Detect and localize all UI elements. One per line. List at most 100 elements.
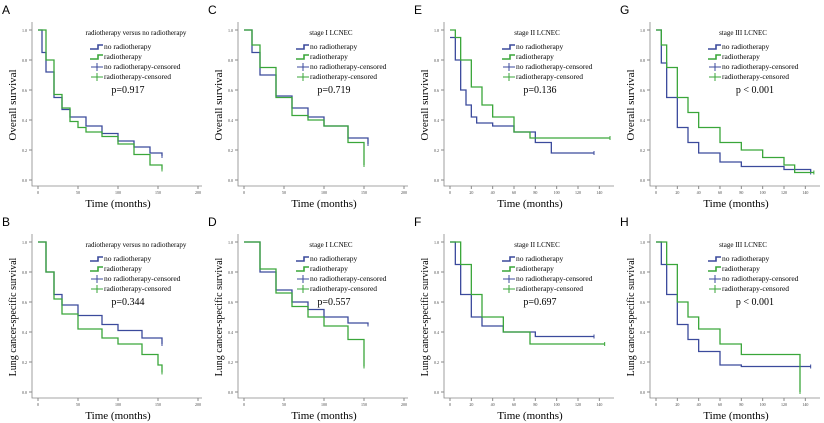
y-axis-label: Lung cancer-specific survival — [8, 257, 19, 376]
axes — [649, 234, 820, 399]
x-tick-label: 140 — [802, 190, 808, 195]
x-tick-label: 0 — [243, 402, 245, 407]
y-axis-label: Lung cancer-specific survival — [214, 257, 225, 376]
y-axis-label: Overall survival — [419, 69, 431, 140]
y-tick-label: 0.4 — [640, 330, 645, 335]
km-curve-radiotherapy — [38, 29, 163, 170]
x-tick-label: 0 — [37, 402, 39, 407]
legend-item: no radiotherapy — [722, 254, 770, 263]
y-tick-label: 0.2 — [640, 360, 645, 365]
y-tick-label: 0.0 — [434, 390, 439, 395]
axes — [237, 234, 408, 399]
y-tick-label: 1.0 — [22, 28, 27, 33]
y-tick-label: 0.0 — [22, 390, 27, 395]
panel-subtitle: stage III LCNEC — [719, 241, 767, 249]
panel-subtitle: stage II LCNEC — [514, 29, 560, 37]
panel-F: F 0.0 0.2 0.4 0.6 0.8 1.0 0 20 40 60 80 100 120 140 Tim… — [412, 212, 618, 423]
y-tick-label: 0.0 — [228, 178, 233, 183]
x-tick-label: 100 — [554, 190, 560, 195]
panel-letter: H — [620, 215, 629, 229]
panel-letter: E — [414, 3, 422, 17]
x-tick-label: 20 — [469, 190, 473, 195]
legend-item: radiotherapy — [104, 52, 142, 61]
y-tick-label: 0.4 — [22, 330, 27, 335]
x-tick-label: 120 — [781, 402, 787, 407]
y-tick-label: 0.4 — [434, 118, 439, 123]
y-axis-label: Lung cancer-specific survival — [626, 257, 637, 376]
x-tick-label: 40 — [697, 190, 701, 195]
x-tick-label: 20 — [469, 402, 473, 407]
legend-item: radiotherapy — [310, 264, 348, 273]
km-curve-radiotherapy — [656, 29, 814, 174]
y-tick-label: 0.2 — [640, 148, 645, 153]
y-tick-label: 1.0 — [640, 28, 645, 33]
panel-letter: C — [208, 3, 217, 17]
x-tick-label: 40 — [697, 402, 701, 407]
p-value: p < 0.001 — [736, 297, 774, 308]
x-tick-label: 40 — [491, 402, 495, 407]
x-tick-label: 100 — [554, 402, 560, 407]
legend-item: radiotherapy — [516, 52, 554, 61]
x-tick-label: 0 — [37, 190, 39, 195]
y-tick-label: 0.6 — [434, 88, 439, 93]
y-tick-label: 0.6 — [22, 88, 27, 93]
y-tick-label: 0.2 — [22, 148, 27, 153]
p-value: p=0.719 — [317, 85, 350, 96]
y-tick-label: 0.4 — [22, 118, 27, 123]
y-tick-label: 0.6 — [228, 88, 233, 93]
x-tick-label: 20 — [675, 190, 679, 195]
km-curve-radiotherapy — [656, 241, 801, 392]
x-tick-label: 150 — [361, 190, 367, 195]
y-axis-label: Overall survival — [7, 69, 19, 140]
y-tick-label: 0.2 — [434, 360, 439, 365]
x-tick-label: 150 — [361, 402, 367, 407]
panel-letter: D — [208, 215, 217, 229]
p-value: p=0.557 — [317, 297, 350, 308]
km-curve-radiotherapy — [450, 241, 605, 345]
legend-item: radiotherapy-censored — [310, 72, 377, 81]
km-curve-radiotherapy — [244, 241, 365, 367]
legend-item: no radiotherapy — [104, 42, 152, 51]
x-tick-label: 0 — [655, 190, 657, 195]
panel-subtitle: stage I LCNEC — [309, 241, 352, 249]
y-tick-label: 0.0 — [22, 178, 27, 183]
x-tick-label: 80 — [739, 190, 743, 195]
p-value: p=0.136 — [523, 85, 556, 96]
y-tick-label: 0.8 — [434, 270, 439, 275]
x-tick-label: 50 — [76, 402, 80, 407]
y-tick-label: 0.8 — [434, 58, 439, 63]
legend-item: no radiotherapy-censored — [310, 62, 387, 71]
y-tick-label: 0.0 — [434, 178, 439, 183]
y-tick-label: 1.0 — [22, 240, 27, 245]
y-tick-label: 1.0 — [434, 240, 439, 245]
axes — [443, 22, 614, 187]
panel-letter: G — [620, 3, 629, 17]
x-tick-label: 80 — [533, 190, 537, 195]
x-tick-label: 140 — [802, 402, 808, 407]
x-tick-label: 0 — [243, 190, 245, 195]
x-tick-label: 120 — [575, 190, 581, 195]
axes — [31, 22, 202, 187]
y-tick-label: 0.0 — [640, 390, 645, 395]
panel-letter: F — [414, 215, 421, 229]
panel-subtitle: stage I LCNEC — [309, 29, 352, 37]
axes — [649, 22, 820, 187]
y-axis-label: Overall survival — [213, 69, 225, 140]
x-tick-label: 60 — [718, 402, 722, 407]
y-axis-label: Lung cancer-specific survival — [420, 257, 431, 376]
x-tick-label: 150 — [155, 190, 161, 195]
x-axis-label: Time (months) — [703, 198, 769, 210]
x-axis-label: Time (months) — [703, 410, 769, 422]
km-curve-no-radiotherapy — [244, 241, 369, 325]
legend-item: no radiotherapy-censored — [516, 274, 593, 283]
p-value: p=0.344 — [111, 297, 144, 308]
y-tick-label: 1.0 — [228, 28, 233, 33]
x-tick-label: 100 — [760, 402, 766, 407]
x-tick-label: 120 — [781, 190, 787, 195]
x-axis-label: Time (months) — [291, 198, 357, 210]
y-tick-label: 0.4 — [640, 118, 645, 123]
panel-D: D 0.0 0.2 0.4 0.6 0.8 1.0 0 50 100 150 200 Time (mon… — [206, 212, 412, 423]
legend-item: radiotherapy-censored — [516, 284, 583, 293]
legend-item: no radiotherapy-censored — [722, 62, 799, 71]
